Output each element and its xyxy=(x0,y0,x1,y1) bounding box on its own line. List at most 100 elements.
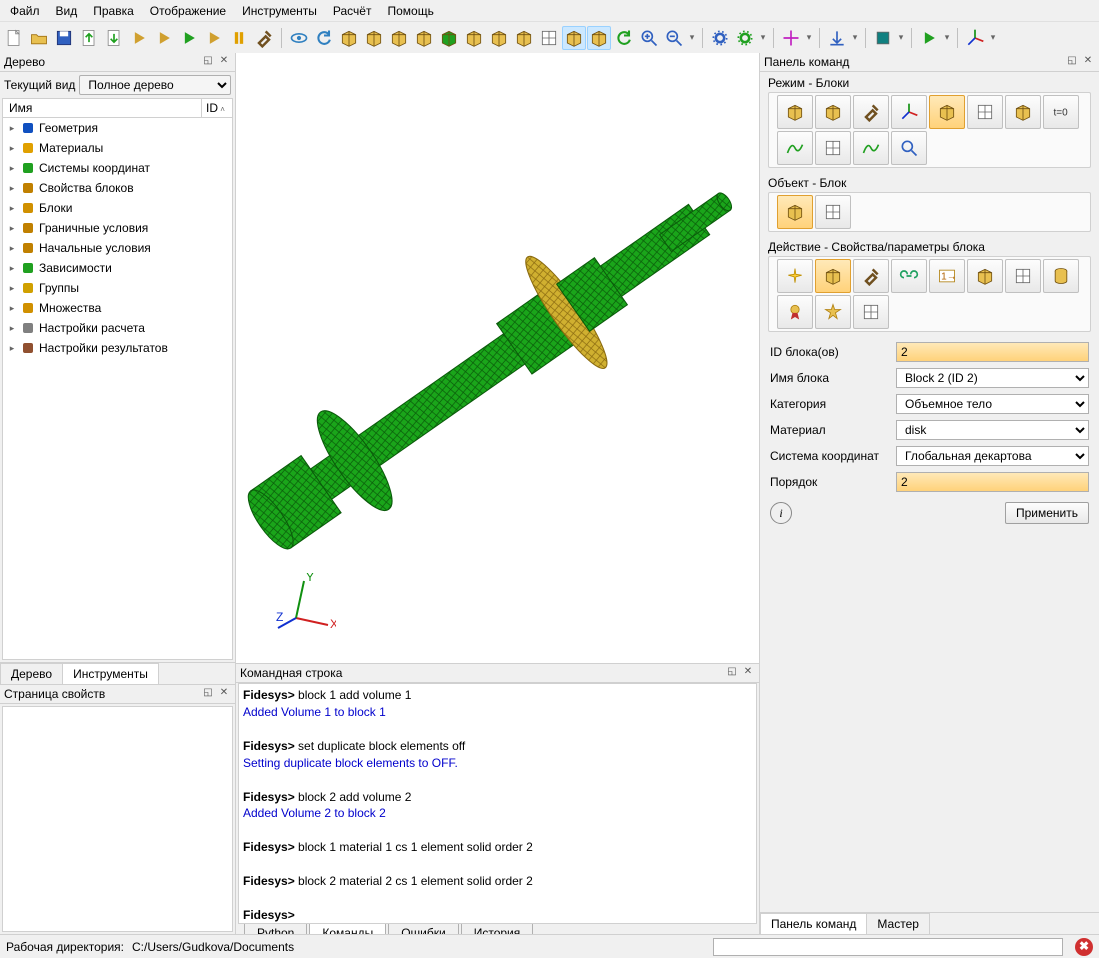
expand-icon[interactable]: ▸ xyxy=(7,223,17,234)
cross-pick-button[interactable] xyxy=(779,26,803,50)
expand-icon[interactable]: ▸ xyxy=(7,243,17,254)
play-id-button[interactable] xyxy=(202,26,226,50)
play-green-button[interactable] xyxy=(917,26,941,50)
expand-icon[interactable]: ▸ xyxy=(7,343,17,354)
block-id-input[interactable] xyxy=(896,342,1089,362)
gear-green-button[interactable] xyxy=(733,26,757,50)
info-icon[interactable]: i xyxy=(770,502,792,524)
t0-button[interactable]: t=0 xyxy=(1043,95,1079,129)
tree-item[interactable]: ▸Геометрия xyxy=(3,118,232,138)
expand-icon[interactable]: ▸ xyxy=(7,283,17,294)
cube-multi-button[interactable] xyxy=(487,26,511,50)
play-button[interactable] xyxy=(177,26,201,50)
axis-xyz-button[interactable] xyxy=(963,26,987,50)
zoom-in-button[interactable] xyxy=(637,26,661,50)
sheet-button[interactable] xyxy=(815,131,851,165)
category-select[interactable]: Объемное тело xyxy=(896,394,1089,414)
tree-item[interactable]: ▸Начальные условия xyxy=(3,238,232,258)
tab-master[interactable]: Мастер xyxy=(866,913,930,934)
cube-solid-button[interactable] xyxy=(387,26,411,50)
expand-icon[interactable]: ▸ xyxy=(7,143,17,154)
cube-wire-button[interactable] xyxy=(337,26,361,50)
hammer-button[interactable] xyxy=(252,26,276,50)
expand-icon[interactable]: ▸ xyxy=(7,323,17,334)
undock-icon[interactable]: ◱ xyxy=(725,666,739,680)
cube-green-button[interactable] xyxy=(437,26,461,50)
close-icon[interactable]: ✕ xyxy=(1081,55,1095,69)
anchor-down-button[interactable] xyxy=(825,26,849,50)
expand-icon[interactable]: ▸ xyxy=(7,183,17,194)
menu-edit[interactable]: Правка xyxy=(85,2,142,20)
tree-item[interactable]: ▸Блоки xyxy=(3,198,232,218)
script-button[interactable] xyxy=(152,26,176,50)
tree-item[interactable]: ▸Системы координат xyxy=(3,158,232,178)
grid2-button[interactable] xyxy=(1005,259,1041,293)
spark-button[interactable] xyxy=(777,259,813,293)
coordsys-select[interactable]: Глобальная декартова xyxy=(896,446,1089,466)
tree-item[interactable]: ▸Зависимости xyxy=(3,258,232,278)
pause-button[interactable] xyxy=(227,26,251,50)
refresh-button[interactable] xyxy=(612,26,636,50)
close-icon[interactable]: ✕ xyxy=(217,687,231,701)
list-button[interactable] xyxy=(853,295,889,329)
tree-item[interactable]: ▸Настройки расчета xyxy=(3,318,232,338)
tree-item[interactable]: ▸Множества xyxy=(3,298,232,318)
cube-lines-button[interactable] xyxy=(587,26,611,50)
sheet2-button[interactable] xyxy=(815,195,851,229)
block-sel-button[interactable] xyxy=(777,195,813,229)
expand-icon[interactable]: ▸ xyxy=(7,123,17,134)
link-button[interactable] xyxy=(891,259,927,293)
cube-pair-button[interactable] xyxy=(462,26,486,50)
expand-icon[interactable]: ▸ xyxy=(7,303,17,314)
tree-item[interactable]: ▸Настройки результатов xyxy=(3,338,232,358)
view-select[interactable]: Полное дерево xyxy=(79,75,231,95)
cube-sel-button[interactable] xyxy=(929,95,965,129)
wave-button[interactable] xyxy=(853,131,889,165)
error-indicator-icon[interactable]: ✖ xyxy=(1075,938,1093,956)
save-button[interactable] xyxy=(52,26,76,50)
new-button[interactable] xyxy=(2,26,26,50)
shape-button[interactable] xyxy=(777,95,813,129)
curve-button[interactable] xyxy=(777,131,813,165)
tree-item[interactable]: ▸Материалы xyxy=(3,138,232,158)
zoom-button[interactable] xyxy=(891,131,927,165)
zoom-out-button[interactable] xyxy=(662,26,686,50)
box-node-button[interactable] xyxy=(871,26,895,50)
undock-icon[interactable]: ◱ xyxy=(201,55,215,69)
close-icon[interactable]: ✕ xyxy=(217,55,231,69)
expand-icon[interactable]: ▸ xyxy=(7,203,17,214)
command-output[interactable]: Fidesys> block 1 add volume 1 Added Volu… xyxy=(238,683,757,924)
undock-icon[interactable]: ◱ xyxy=(1065,55,1079,69)
tab-tree[interactable]: Дерево xyxy=(0,663,63,684)
menu-tools[interactable]: Инструменты xyxy=(234,2,325,20)
tree-col-name[interactable]: Имя xyxy=(3,99,202,117)
gear-blue-button[interactable] xyxy=(708,26,732,50)
cube-shade-button[interactable] xyxy=(362,26,386,50)
status-input[interactable] xyxy=(713,938,1063,956)
3d-viewport[interactable]: X Y Z xyxy=(236,53,759,663)
tree-item[interactable]: ▸Граничные условия xyxy=(3,218,232,238)
menu-file[interactable]: Файл xyxy=(2,2,48,20)
journal-button[interactable] xyxy=(127,26,151,50)
num-button[interactable]: 1→ xyxy=(929,259,965,293)
open-button[interactable] xyxy=(27,26,51,50)
eye-button[interactable] xyxy=(287,26,311,50)
tab-command-panel[interactable]: Панель команд xyxy=(760,913,867,934)
medal-button[interactable] xyxy=(777,295,813,329)
stack-button[interactable] xyxy=(967,259,1003,293)
block-name-select[interactable]: Block 2 (ID 2) xyxy=(896,368,1089,388)
grid4-button[interactable] xyxy=(967,95,1003,129)
expand-icon[interactable]: ▸ xyxy=(7,263,17,274)
menu-display[interactable]: Отображение xyxy=(142,2,234,20)
menu-help[interactable]: Помощь xyxy=(379,2,441,20)
material-select[interactable]: disk xyxy=(896,420,1089,440)
wrench-button[interactable] xyxy=(853,95,889,129)
cube-sel2-button[interactable] xyxy=(815,259,851,293)
close-icon[interactable]: ✕ xyxy=(741,666,755,680)
axes-button[interactable] xyxy=(891,95,927,129)
order-input[interactable] xyxy=(896,472,1089,492)
cube-hl-button[interactable] xyxy=(412,26,436,50)
export-button[interactable] xyxy=(77,26,101,50)
cube-fill-button[interactable] xyxy=(562,26,586,50)
tree-col-id[interactable]: ID ˄ xyxy=(202,99,232,117)
